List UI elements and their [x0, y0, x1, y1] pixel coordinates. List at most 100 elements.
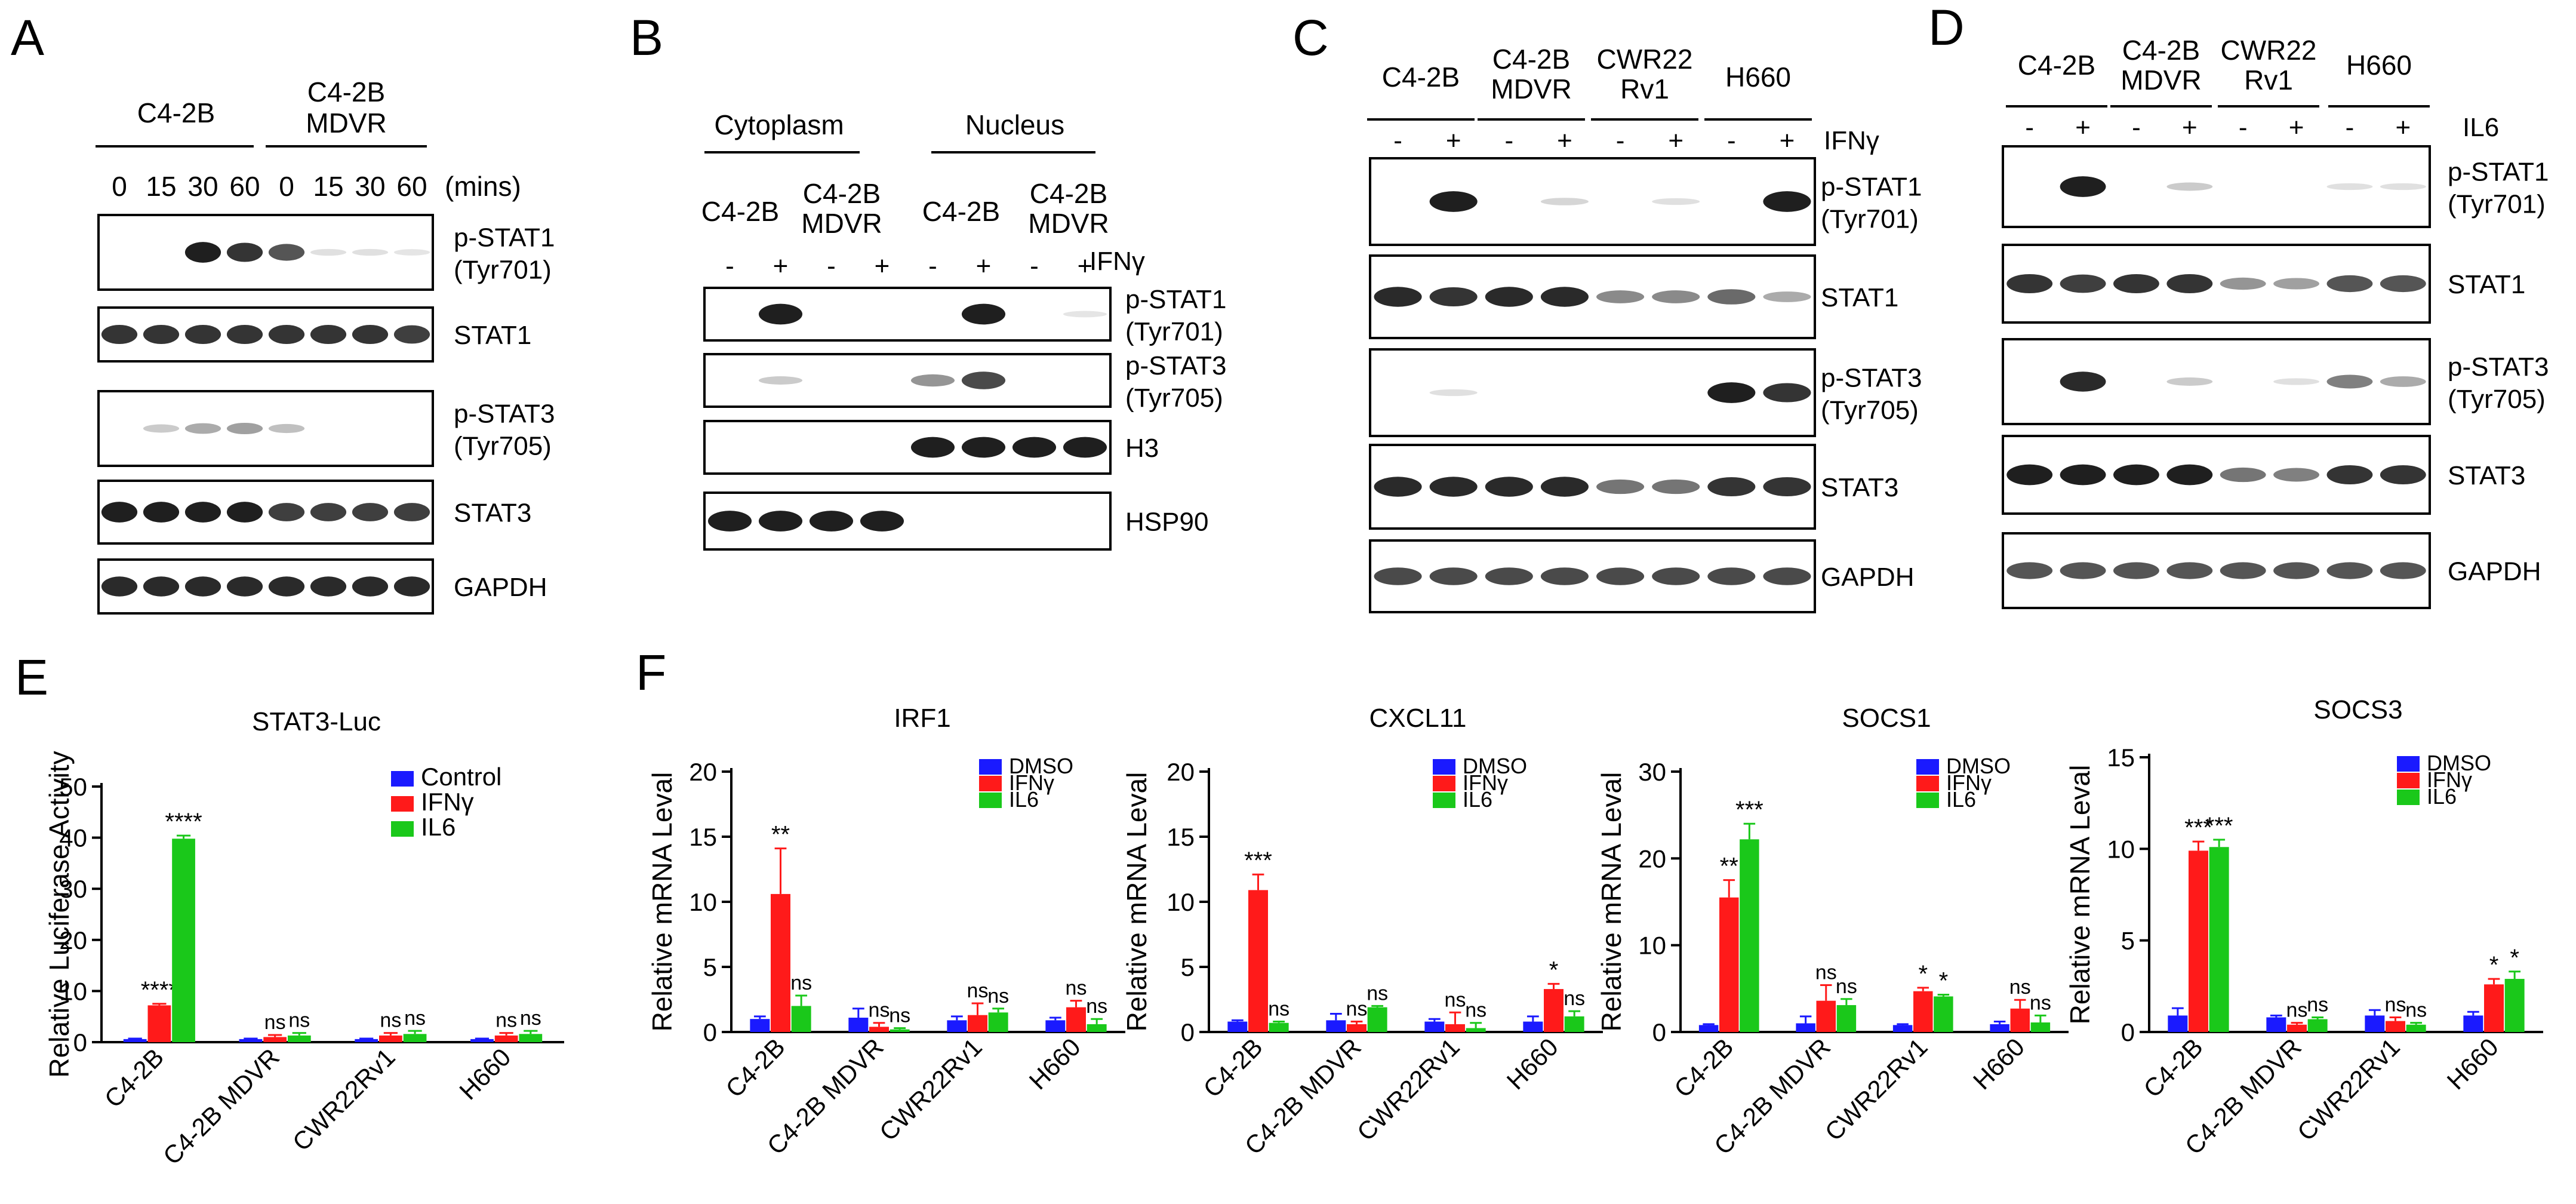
bar [1698, 1025, 1719, 1032]
band [910, 374, 955, 387]
band [2166, 182, 2213, 191]
band [268, 576, 305, 597]
band [1429, 191, 1478, 212]
time-label: 30 [355, 171, 385, 202]
time-label: 15 [146, 171, 176, 202]
significance-label: ns [1564, 987, 1585, 1010]
significance-label: ns [1268, 998, 1289, 1021]
y-tick-label: 50 [59, 773, 87, 801]
bar [2484, 984, 2504, 1032]
y-tick-label: 10 [689, 888, 717, 916]
band [1707, 567, 1756, 585]
significance-label: ns [1836, 975, 1857, 998]
treatment-sign: + [1780, 126, 1795, 155]
band [1707, 289, 1756, 305]
treatment-sign: + [2289, 113, 2304, 142]
band [1429, 287, 1478, 307]
significance-label: ns [2405, 999, 2427, 1022]
x-tick-label: C4-2B [1198, 1033, 1267, 1102]
bar [2287, 1024, 2307, 1032]
significance-label: ns [790, 972, 812, 994]
band [2326, 275, 2373, 293]
band [1540, 198, 1589, 205]
bar [2463, 1015, 2483, 1032]
bar [1248, 890, 1268, 1032]
band [184, 576, 221, 597]
significance-label: *** [2184, 815, 2212, 841]
band [2113, 464, 2159, 486]
y-tick-label: 10 [1167, 888, 1195, 916]
legend-label: IL6 [2427, 784, 2457, 809]
band [352, 324, 389, 345]
band [2380, 562, 2426, 579]
bar [947, 1020, 967, 1032]
blot-b-fraction-nucleus: Nucleus [965, 109, 1064, 140]
treatment-sign: + [1078, 251, 1093, 281]
row-label: (Tyr705) [1821, 396, 1919, 425]
bar [2209, 847, 2229, 1032]
treatment-sign: + [875, 251, 890, 281]
legend-swatch [1916, 793, 1939, 808]
significance-label: ns [520, 1007, 541, 1030]
band [1707, 382, 1756, 403]
significance-label: ns [1815, 962, 1837, 984]
time-label: 60 [396, 171, 427, 202]
legend-label: IL6 [1009, 787, 1039, 812]
band [2273, 562, 2319, 579]
bar [263, 1037, 287, 1042]
band [2220, 562, 2266, 579]
treatment-sign: - [1616, 126, 1625, 155]
treatment-sign: - [1030, 251, 1039, 281]
cell-line-label: MDVR [801, 208, 882, 239]
row-label: p-STAT1 [2448, 158, 2549, 187]
band [1429, 477, 1478, 497]
bar [1227, 1021, 1248, 1032]
y-tick-label: 5 [1181, 953, 1195, 981]
panel-label-a: A [11, 10, 44, 66]
significance-label: ns [967, 979, 989, 1002]
row-label: H3 [1125, 434, 1159, 463]
row-label: (Tyr701) [2448, 190, 2546, 219]
band [2273, 378, 2319, 385]
legend-swatch [979, 776, 1002, 791]
panel-label-c: C [1292, 10, 1329, 66]
time-label: 0 [112, 171, 127, 202]
y-axis-label: Relative mRNA Leval [2064, 765, 2095, 1025]
bar [1892, 1025, 1913, 1032]
significance-label: ** [771, 822, 790, 848]
band [1763, 291, 1811, 302]
bar [2030, 1022, 2051, 1032]
cell-line-label: C4-2B [701, 196, 779, 227]
bar [1445, 1024, 1465, 1032]
band [1652, 198, 1700, 205]
bar [1913, 991, 1933, 1032]
band [2060, 176, 2106, 197]
y-tick-label: 15 [2107, 744, 2135, 772]
band [1429, 389, 1478, 397]
band [860, 511, 904, 532]
significance-label: ns [2385, 993, 2406, 1016]
band [268, 503, 305, 521]
cell-line-label: CWR22 [1596, 44, 1692, 75]
significance-label: ns [987, 985, 1009, 1008]
band [2166, 377, 2213, 386]
treatment-sign: + [2182, 113, 2198, 142]
band [1763, 383, 1811, 403]
bar [1740, 839, 1759, 1032]
blot-c-treatment-signs: - + - + - + - + [1393, 126, 1795, 155]
bar [771, 893, 790, 1032]
row-label: GAPDH [1821, 563, 1914, 592]
bar [848, 1018, 869, 1032]
band [961, 371, 1006, 389]
legend-swatch [1916, 759, 1939, 775]
bar [2189, 850, 2208, 1032]
legend-label: DMSO [2427, 751, 2491, 775]
band [226, 576, 263, 597]
row-label: p-STAT1 [1125, 285, 1227, 314]
band [1485, 287, 1533, 307]
treatment-sign: + [976, 251, 992, 281]
band [184, 242, 221, 263]
